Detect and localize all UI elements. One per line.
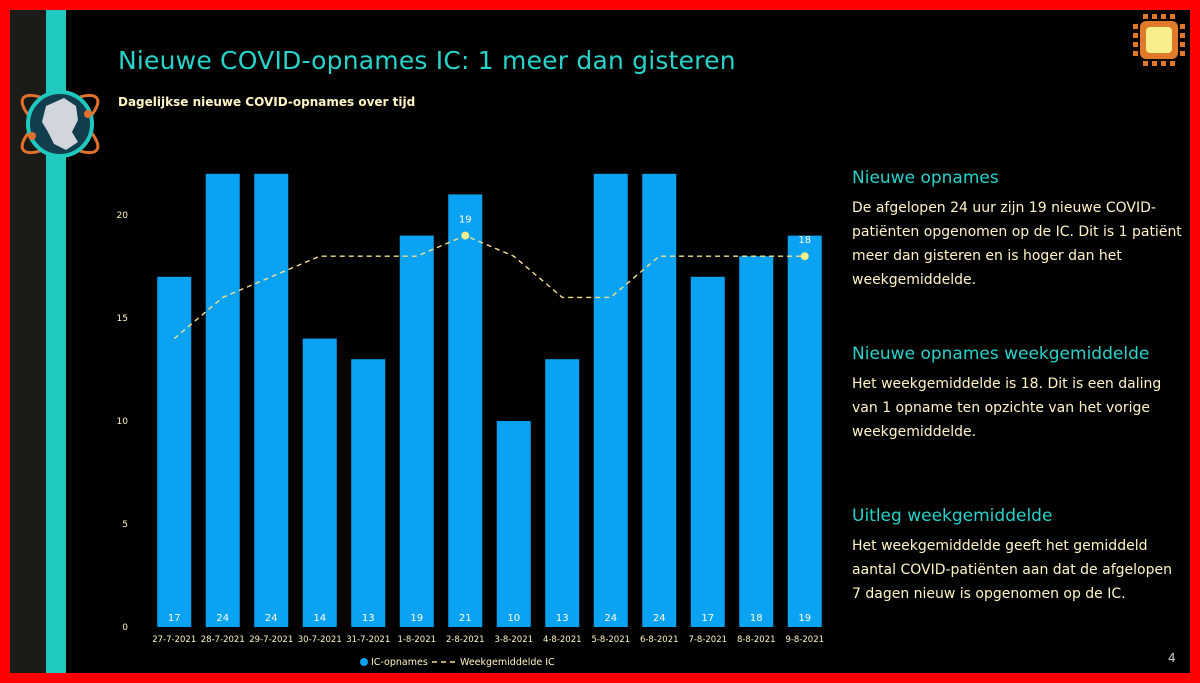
bar	[157, 276, 192, 627]
bar-value-label: 19	[410, 613, 423, 624]
highlight-point-label: 18	[798, 235, 811, 246]
bar	[690, 276, 725, 627]
x-tick-label: 3-8-2021	[494, 635, 533, 645]
bar	[787, 235, 822, 627]
y-tick-label: 0	[122, 623, 128, 633]
bar	[642, 173, 677, 628]
bar-value-label: 18	[750, 613, 763, 624]
bar-value-label: 19	[798, 613, 811, 624]
new-admissions-text: De afgelopen 24 uur zijn 19 nieuwe COVID…	[852, 200, 1182, 288]
bar	[545, 359, 580, 627]
bar-value-label: 17	[168, 613, 181, 624]
legend-line-label: Weekgemiddelde IC	[460, 657, 555, 668]
bar-value-label: 24	[653, 613, 666, 624]
bar	[399, 235, 434, 627]
bar-value-label: 10	[507, 613, 520, 624]
new-admissions-heading: Nieuwe opnames	[852, 168, 999, 188]
legend-bar-label: IC-opnames	[371, 657, 428, 668]
x-tick-label: 28-7-2021	[201, 635, 245, 645]
bar-value-label: 14	[313, 613, 326, 624]
chart-title: Dagelijkse nieuwe COVID-opnames over tij…	[118, 95, 416, 109]
bar	[254, 173, 289, 628]
bar-value-label: 17	[701, 613, 714, 624]
bar-value-label: 24	[604, 613, 617, 624]
x-tick-label: 8-8-2021	[737, 635, 776, 645]
average-explanation-text: Het weekgemiddelde geeft het gemiddeld a…	[852, 538, 1172, 602]
x-tick-label: 4-8-2021	[543, 635, 582, 645]
bar-value-label: 24	[265, 613, 278, 624]
x-tick-label: 7-8-2021	[688, 635, 727, 645]
x-tick-label: 6-8-2021	[640, 635, 679, 645]
average-explanation-heading: Uitleg weekgemiddelde	[852, 506, 1053, 526]
bar	[739, 256, 774, 627]
bar-chart: 0 5 10 15 20 17 27-7-2021 24 28-7-2021 24 29-7-202…	[117, 173, 824, 668]
bar	[205, 173, 240, 628]
bar-value-label: 13	[556, 613, 569, 624]
bar	[448, 194, 483, 627]
y-tick-label: 15	[117, 314, 128, 324]
x-tick-label: 30-7-2021	[298, 635, 342, 645]
x-tick-label: 1-8-2021	[397, 635, 436, 645]
x-tick-label: 5-8-2021	[591, 635, 630, 645]
highlight-point	[461, 231, 470, 240]
bar	[302, 338, 337, 627]
weekly-average-heading: Nieuwe opnames weekgemiddelde	[852, 344, 1150, 364]
highlight-point	[800, 252, 809, 261]
weekly-average-text: Het weekgemiddelde is 18. Dit is een dal…	[852, 376, 1162, 440]
bar	[351, 359, 386, 627]
legend-bar-marker	[360, 658, 368, 666]
y-tick-label: 10	[117, 417, 129, 427]
y-tick-label: 5	[122, 520, 128, 530]
highlight-point-label: 19	[459, 215, 472, 226]
y-tick-label: 20	[117, 211, 129, 221]
bar	[593, 173, 628, 628]
slide-title: Nieuwe COVID-opnames IC: 1 meer dan gist…	[118, 46, 736, 75]
x-tick-label: 9-8-2021	[785, 635, 824, 645]
corner-logo-icon	[1133, 14, 1185, 66]
bar-value-label: 21	[459, 613, 472, 624]
x-tick-label: 31-7-2021	[346, 635, 390, 645]
x-tick-label: 29-7-2021	[249, 635, 293, 645]
page-number: 4	[1168, 651, 1176, 665]
x-tick-label: 27-7-2021	[152, 635, 196, 645]
bar-value-label: 13	[362, 613, 375, 624]
slide: Nieuwe COVID-opnames IC: 1 meer dan gist…	[10, 10, 1190, 673]
weekly-average-line	[173, 234, 805, 340]
globe-logo-icon	[20, 90, 100, 158]
bar-value-label: 24	[216, 613, 229, 624]
side-stripe-teal	[46, 10, 66, 673]
x-tick-label: 2-8-2021	[446, 635, 485, 645]
bar	[496, 421, 531, 627]
